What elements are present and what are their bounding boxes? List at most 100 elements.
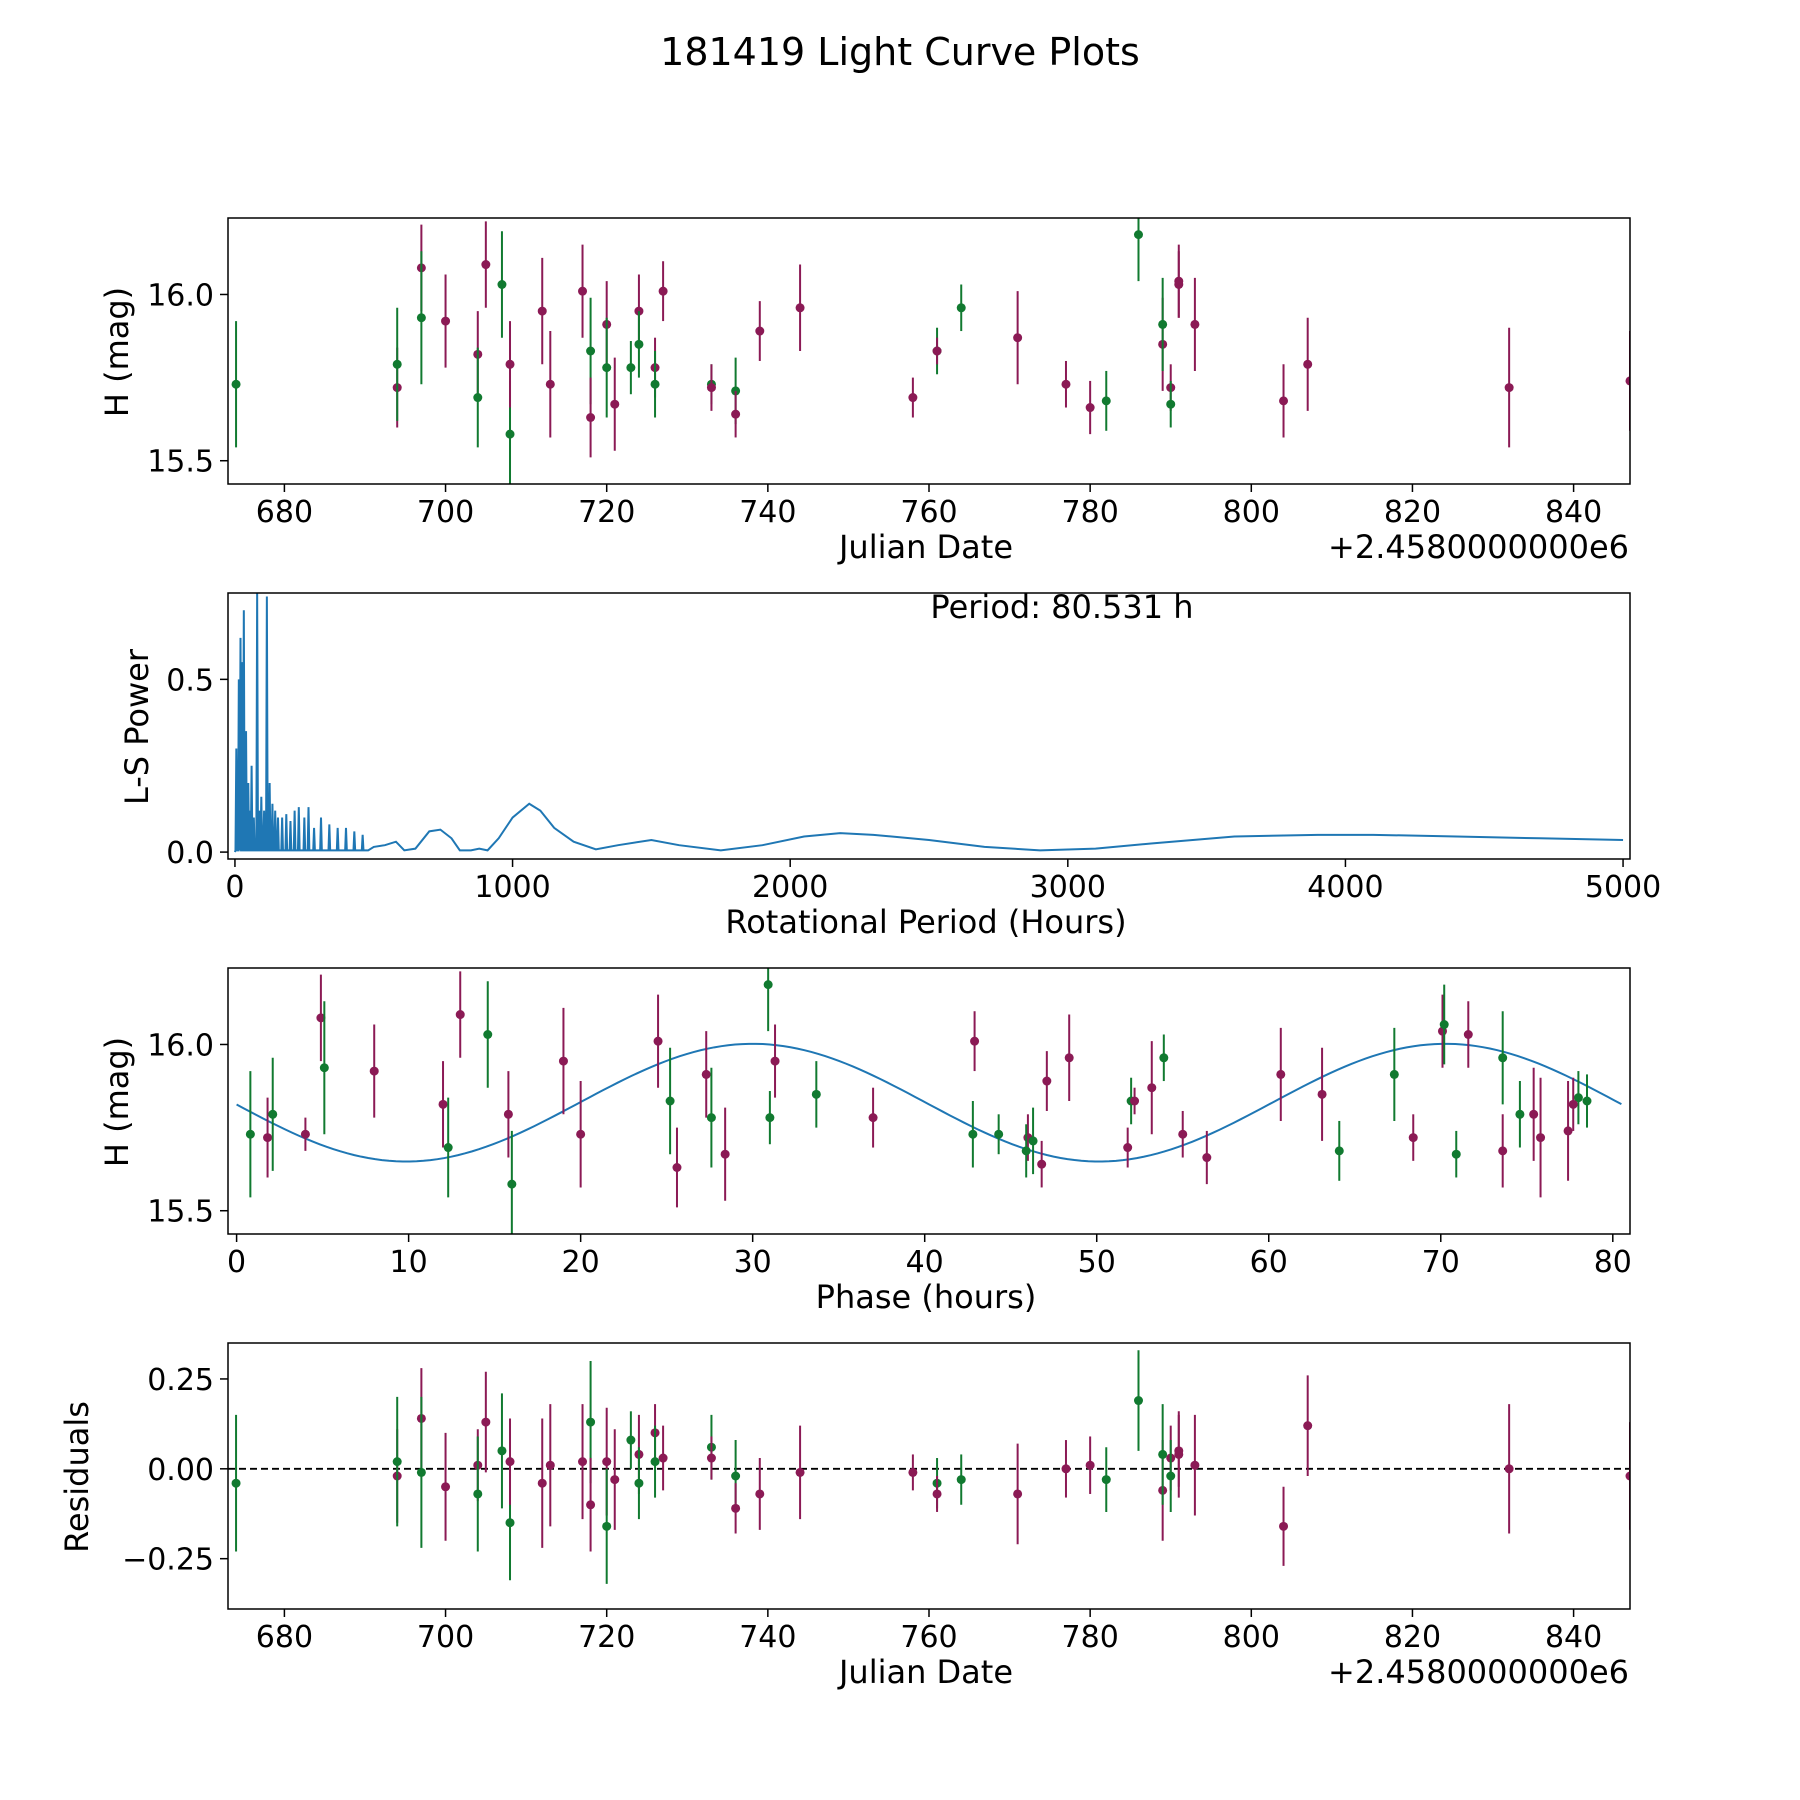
lc-xtick-label-2: 720 — [578, 495, 635, 530]
res-frame — [227, 1342, 1631, 1610]
lc-point-20 — [626, 363, 636, 373]
phase-point-26 — [994, 1129, 1004, 1139]
phase-point-48 — [1498, 1146, 1508, 1156]
phase-xtick-label-3: 30 — [734, 1245, 772, 1280]
lc-point-0 — [231, 379, 241, 389]
res-point-9 — [497, 1446, 507, 1456]
res-point-35 — [956, 1475, 966, 1485]
lc-point-25 — [658, 286, 668, 296]
res-point-11 — [505, 1457, 515, 1467]
phase-point-19 — [720, 1149, 730, 1159]
lc-xtick-label-6: 800 — [1223, 495, 1280, 530]
figure-title: 181419 Light Curve Plots — [660, 30, 1140, 74]
lc-point-24 — [650, 379, 660, 389]
phase-ytick-label-1: 15.5 — [147, 1195, 214, 1230]
phase-xtick-label-4: 40 — [906, 1245, 944, 1280]
phase-xlabel: Phase (hours) — [816, 1278, 1037, 1316]
phase-point-0 — [245, 1129, 255, 1139]
phase-point-55 — [1568, 1099, 1578, 1109]
res-xtick-label-8: 840 — [1545, 1620, 1602, 1655]
phase-xtick-label-0: 0 — [227, 1245, 246, 1280]
lc-frame — [227, 217, 1631, 485]
res-point-4 — [416, 1467, 426, 1477]
res-point-34 — [932, 1489, 942, 1499]
res-point-13 — [545, 1460, 555, 1470]
clip-ls-plot-area — [233, 593, 1624, 853]
lc-ylabel: H (mag) — [98, 287, 136, 417]
clip-phase-plot-area — [236, 968, 1622, 1234]
res-point-31 — [795, 1467, 805, 1477]
phase-point-53 — [1582, 1096, 1592, 1106]
lc-point-18 — [602, 363, 612, 373]
lc-point-15 — [586, 346, 596, 356]
res-ytick-label-2: −0.25 — [122, 1543, 214, 1578]
res-point-44 — [1166, 1471, 1176, 1481]
res-point-17 — [602, 1457, 612, 1467]
res-point-22 — [634, 1478, 644, 1488]
phase-point-57 — [1439, 1020, 1449, 1030]
phase-point-16 — [672, 1163, 682, 1172]
phase-model-curve — [236, 1042, 1622, 1163]
lc-point-8 — [481, 260, 491, 270]
lc-xtick-label-1: 700 — [417, 495, 474, 530]
phase-point-11 — [503, 1109, 513, 1119]
phase-point-34 — [1130, 1096, 1140, 1106]
ls-ylabel: L-S Power — [118, 648, 156, 805]
phase-point-43 — [1408, 1133, 1418, 1143]
lc-xtick-label-4: 760 — [900, 495, 957, 530]
res-xtick-label-4: 760 — [900, 1620, 957, 1655]
phase-point-46 — [1463, 1030, 1473, 1039]
phase-point-31 — [1064, 1053, 1074, 1063]
res-point-7 — [473, 1489, 483, 1499]
phase-xtick-label-8: 80 — [1594, 1245, 1632, 1280]
res-point-37 — [1061, 1464, 1071, 1474]
res-point-32 — [908, 1467, 918, 1477]
phase-point-28 — [1028, 1136, 1038, 1146]
phase-point-23 — [868, 1113, 878, 1123]
lc-point-5 — [441, 316, 451, 326]
phase-point-39 — [1334, 1146, 1344, 1156]
lc-point-51 — [1625, 376, 1630, 386]
res-point-27 — [706, 1453, 716, 1463]
res-point-47 — [1190, 1460, 1200, 1470]
lc-point-44 — [1166, 399, 1176, 409]
res-point-30 — [755, 1489, 765, 1499]
phase-point-36 — [1147, 1083, 1157, 1093]
lc-point-31 — [795, 303, 805, 313]
ls-ytick-label-1: 0.5 — [166, 663, 214, 698]
lc-point-37 — [1061, 379, 1071, 389]
phase-point-58 — [1021, 1146, 1031, 1156]
phase-point-8 — [455, 1010, 465, 1020]
res-point-14 — [578, 1457, 588, 1467]
lc-point-38 — [1085, 403, 1095, 413]
phase-point-35 — [1159, 1053, 1169, 1063]
lc-point-29 — [731, 409, 741, 419]
lc-point-34 — [932, 346, 942, 356]
phase-point-49 — [1529, 1109, 1539, 1119]
phase-point-20 — [765, 1113, 775, 1123]
lc-point-36 — [1013, 333, 1023, 343]
res-point-49 — [1303, 1421, 1313, 1431]
lc-point-27 — [706, 383, 716, 393]
phase-point-25 — [970, 1036, 980, 1046]
phase-ytick-label-0: 16.0 — [147, 1028, 214, 1063]
phase-xtick-label-1: 10 — [390, 1245, 428, 1280]
lc-point-2 — [392, 359, 402, 369]
res-point-28 — [731, 1471, 741, 1481]
lc-point-4 — [416, 313, 426, 323]
clip-res-plot-area — [228, 1350, 1630, 1584]
ls-xtick-label-3: 3000 — [1030, 870, 1106, 905]
res-point-42 — [1158, 1449, 1168, 1459]
clip-lc-plot-area — [231, 218, 1630, 484]
phase-point-37 — [1178, 1129, 1188, 1139]
ls-xtick-label-4: 4000 — [1307, 870, 1383, 905]
res-point-2 — [392, 1457, 402, 1467]
res-xtick-label-5: 780 — [1062, 1620, 1119, 1655]
lc-point-48 — [1279, 396, 1289, 406]
res-point-51 — [1625, 1471, 1630, 1481]
phase-point-42 — [1389, 1069, 1399, 1079]
res-point-5 — [441, 1482, 451, 1492]
phase-point-6 — [438, 1099, 448, 1109]
res-xtick-label-1: 700 — [417, 1620, 474, 1655]
